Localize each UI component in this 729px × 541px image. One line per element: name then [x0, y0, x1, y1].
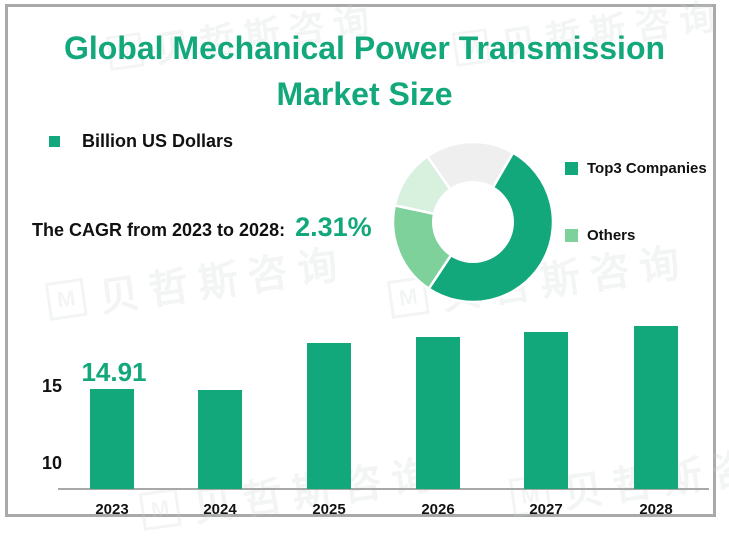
donut-legend: Top3 Companies Others	[565, 160, 707, 244]
x-axis-label-2026: 2026	[421, 501, 455, 518]
donut-legend-item-others: Others	[565, 227, 707, 244]
unit-legend: Billion US Dollars	[49, 131, 233, 152]
bar-2023	[90, 389, 134, 489]
donut-legend-item-top3-companies: Top3 Companies	[565, 160, 707, 177]
x-axis-label-2025: 2025	[312, 501, 346, 518]
chart-title-line1: Global Mechanical Power Transmission	[63, 30, 666, 66]
legend-swatch-icon-others	[565, 229, 578, 242]
legend-label-top3-companies: Top3 Companies	[587, 160, 707, 177]
bar-2024	[198, 390, 242, 489]
bar-2026	[416, 337, 460, 489]
bar-2025	[307, 343, 351, 489]
chart-title-line2: Market Size	[276, 76, 453, 112]
bar-2028	[634, 326, 678, 489]
unit-legend-swatch-icon	[49, 136, 60, 147]
chart-title: Global Mechanical Power Transmission Mar…	[0, 25, 729, 117]
x-axis-label-2028: 2028	[639, 501, 673, 518]
donut-chart	[391, 140, 555, 304]
legend-swatch-icon-top3-companies	[565, 162, 578, 175]
x-axis-label-2027: 2027	[529, 501, 563, 518]
cagr-label: The CAGR from 2023 to 2028:	[32, 220, 286, 240]
cagr-value: 2.31%	[295, 212, 372, 242]
unit-legend-label: Billion US Dollars	[82, 131, 234, 151]
donut-hole	[432, 181, 514, 263]
x-axis-label-2023: 2023	[95, 501, 129, 518]
legend-label-others: Others	[587, 227, 636, 244]
bar-2027	[524, 332, 568, 489]
cagr-note: The CAGR from 2023 to 2028: 2.31%	[32, 212, 372, 243]
y-axis-tick-10: 10	[41, 453, 62, 474]
bar-value-label-2023: 14.91	[81, 357, 147, 387]
y-axis-tick-15: 15	[41, 376, 62, 397]
x-axis-label-2024: 2024	[203, 501, 237, 518]
x-axis-line	[58, 488, 709, 490]
